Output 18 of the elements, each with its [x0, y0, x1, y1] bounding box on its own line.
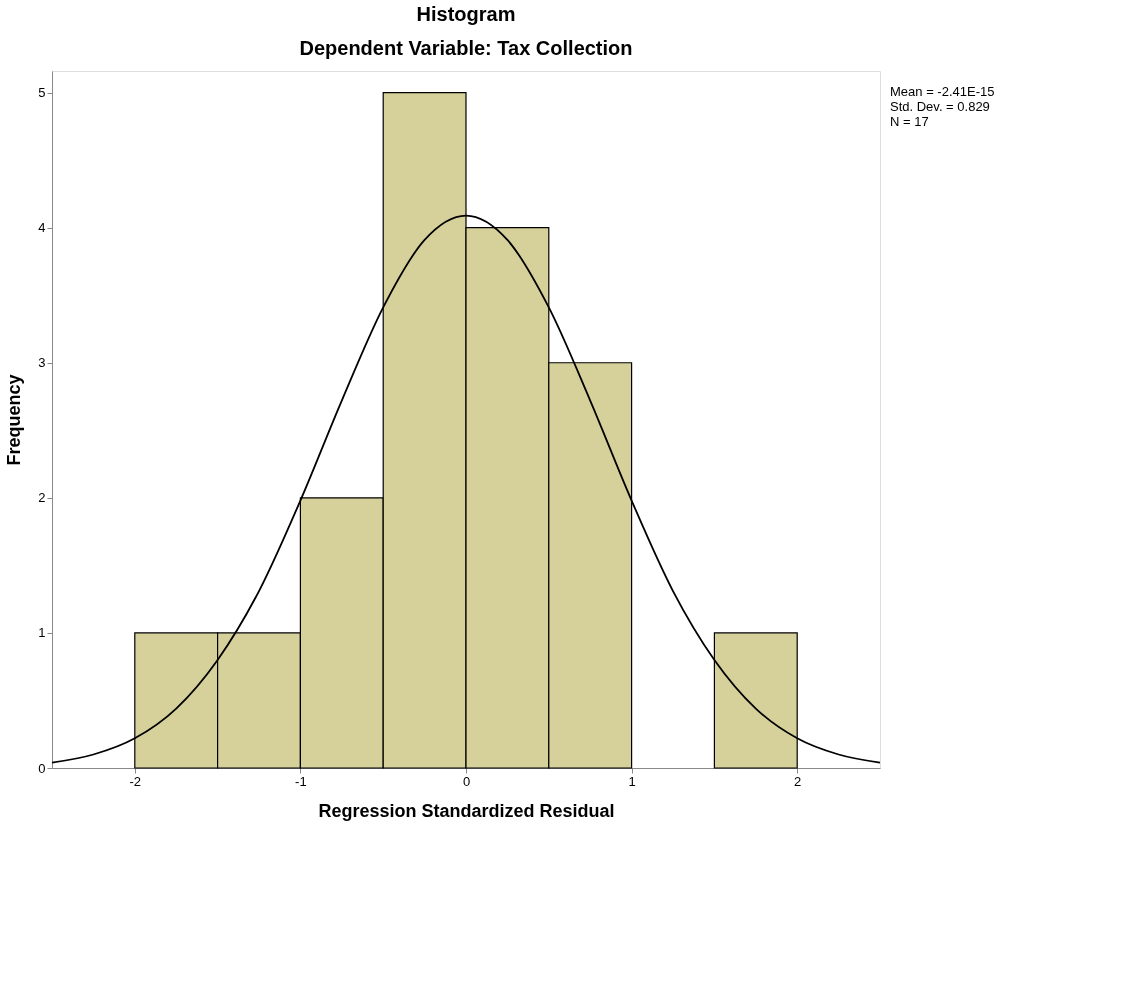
y-tick-label: 2 [38, 490, 46, 506]
chart-title: Histogram [416, 3, 516, 25]
x-tick-label: -2 [129, 773, 142, 789]
y-tick-label: 3 [38, 355, 46, 371]
x-tick-label: 1 [628, 773, 636, 789]
y-tick-label: 4 [38, 220, 46, 236]
y-tick-label: 5 [38, 85, 46, 101]
chart-subtitle: Dependent Variable: Tax Collection [299, 37, 633, 59]
x-tick-label: 2 [794, 773, 802, 789]
y-tick-label: 0 [38, 760, 46, 776]
text: Std. Dev. = 0.829 [890, 99, 990, 114]
x-axis-title: Regression Standardized Residual [318, 800, 615, 821]
x-tick-label: -1 [295, 773, 307, 789]
y-tick-label: 1 [38, 625, 46, 641]
text: Mean = -2.41E-15 [890, 84, 995, 99]
x-tick-label: 0 [462, 773, 471, 789]
text: N = 17 [890, 114, 929, 129]
y-axis-title: Frequency [4, 374, 25, 466]
